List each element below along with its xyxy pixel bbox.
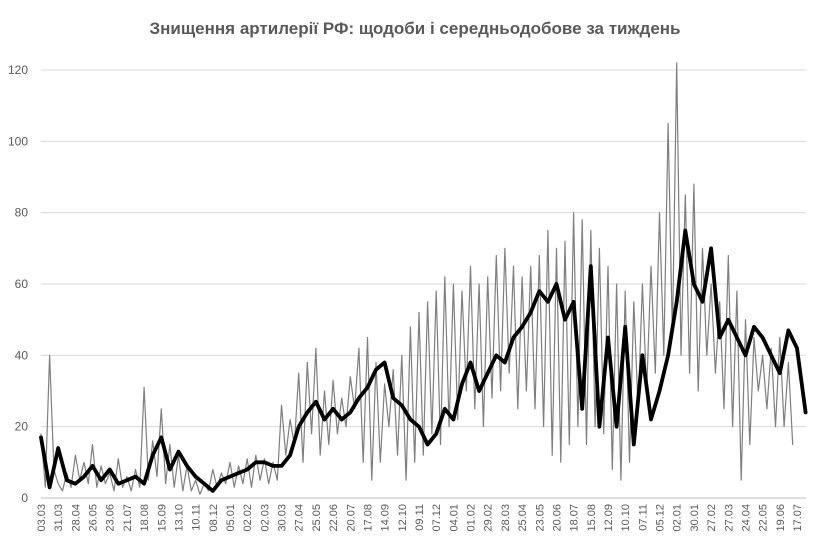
x-tick-label: 25.04	[517, 504, 529, 532]
x-tick-label: 27.04	[294, 504, 306, 532]
x-tick-label: 07.11	[637, 504, 649, 531]
y-tick-label: 100	[8, 134, 28, 148]
y-tick-label: 60	[15, 277, 29, 291]
x-tick-label: 22.05	[758, 504, 770, 532]
x-tick-label: 30.03	[277, 504, 289, 532]
series-lines	[39, 62, 808, 495]
daily-series-line	[40, 62, 794, 495]
x-tick-label: 26.05	[88, 504, 100, 532]
y-tick-label: 80	[15, 206, 29, 220]
x-tick-label: 18.08	[139, 504, 151, 532]
x-tick-label: 02.02	[242, 504, 254, 532]
x-tick-label: 28.03	[500, 504, 512, 532]
x-tick-label: 17.07	[792, 504, 804, 532]
x-tick-label: 25.05	[311, 504, 323, 532]
x-tick-label: 30.01	[689, 504, 701, 532]
x-tick-label: 19.06	[775, 504, 787, 532]
chart-title: Знищення артилерії РФ: щодоби і середньо…	[149, 19, 680, 38]
x-tick-label: 31.03	[53, 504, 65, 532]
x-tick-label: 10.11	[191, 504, 203, 531]
x-tick-label: 28.04	[70, 504, 82, 532]
x-tick-label: 05.01	[225, 504, 237, 532]
x-tick-label: 03.03	[36, 504, 48, 532]
x-tick-label: 13.10	[173, 504, 185, 532]
gridlines	[41, 69, 806, 428]
x-tick-label: 10.10	[620, 504, 632, 532]
y-tick-label: 20	[15, 420, 29, 434]
x-tick-label: 23.06	[105, 504, 117, 532]
y-tick-label: 0	[21, 491, 28, 505]
y-axis-ticks: 0 20 40 60 80 100 120	[8, 63, 28, 505]
x-tick-label: 23.05	[534, 504, 546, 532]
x-axis-ticks: 03.03 31.03 28.04 26.05 23.06 21.07 18.08 15.09…	[36, 504, 804, 532]
y-tick-label: 120	[8, 63, 28, 77]
x-tick-label: 05.12	[655, 504, 667, 532]
x-tick-label: 02.01	[672, 504, 684, 532]
x-tick-label: 08.12	[208, 504, 220, 532]
x-tick-label: 27.02	[706, 504, 718, 532]
x-tick-label: 20.06	[551, 504, 563, 532]
x-tick-label: 12.10	[397, 504, 409, 532]
x-tick-label: 14.09	[380, 504, 392, 532]
x-tick-label: 04.01	[448, 504, 460, 532]
weekly-average-series-line	[39, 228, 808, 493]
y-tick-label: 40	[15, 348, 29, 362]
x-tick-label: 27.03	[723, 504, 735, 532]
x-tick-label: 15.08	[586, 504, 598, 532]
x-tick-label: 18.07	[569, 504, 581, 532]
x-tick-label: 12.09	[603, 504, 615, 532]
x-tick-label: 24.04	[740, 504, 752, 532]
x-tick-label: 07.12	[431, 504, 443, 532]
x-tick-label: 17.08	[362, 504, 374, 532]
x-tick-label: 20.07	[345, 504, 357, 532]
x-tick-label: 29.02	[483, 504, 495, 532]
x-tick-label: 02.03	[259, 504, 271, 532]
x-tick-label: 22.06	[328, 504, 340, 532]
x-tick-label: 21.07	[122, 504, 134, 532]
x-tick-label: 01.02	[466, 504, 478, 532]
x-tick-label: 09.11	[414, 504, 426, 531]
x-tick-label: 15.09	[156, 504, 168, 532]
